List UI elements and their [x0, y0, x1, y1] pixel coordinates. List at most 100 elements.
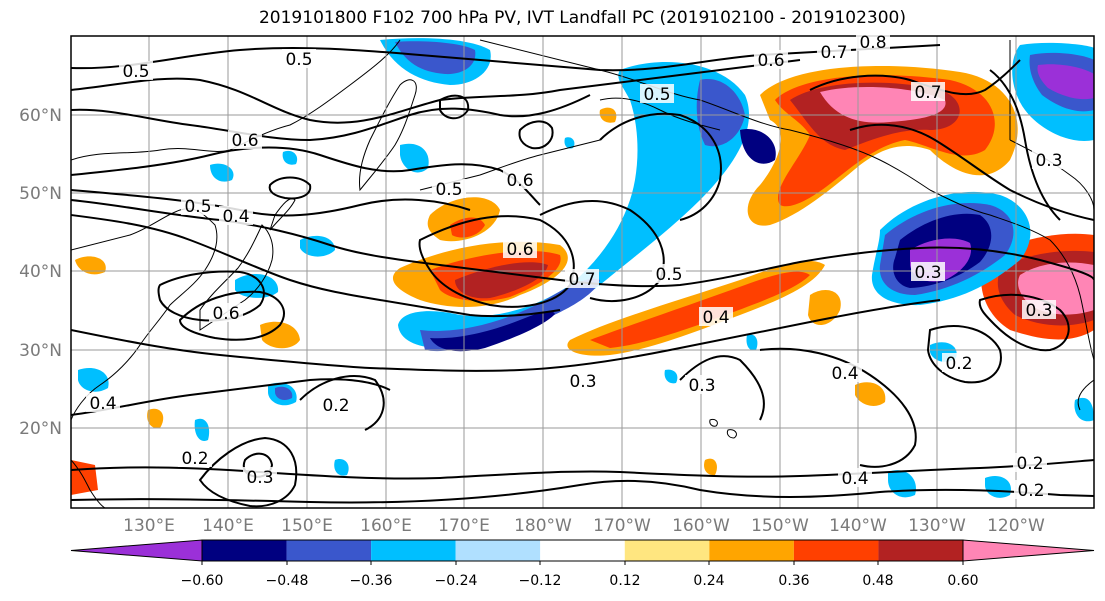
contour-label-bg: [911, 262, 945, 281]
contour-label-bg: [640, 84, 674, 103]
lon-label: 160°E: [360, 516, 412, 536]
contour-line: [599, 112, 722, 221]
contour-line: [71, 479, 1094, 504]
contour-label-bg: [319, 395, 353, 414]
anomaly-region: [985, 475, 1011, 498]
contour-label: 0.8: [859, 33, 886, 53]
contour-label: 0.7: [820, 43, 847, 63]
colorbar-max-extend: [962, 539, 1095, 562]
lat-label: 60°N: [19, 106, 62, 126]
contour-line: [989, 69, 1061, 221]
colorbar-tick-label: −0.60: [181, 573, 224, 589]
coastline-alaska: [479, 39, 931, 191]
colorbar-tick-label: 0.24: [693, 573, 724, 589]
contour-label: 0.3: [688, 376, 715, 396]
anomaly-region: [398, 62, 749, 348]
contour-line: [759, 347, 917, 468]
contour-label-bg: [1022, 300, 1056, 319]
colorbar-tick-labels: −0.60 −0.48 −0.36 −0.24 −0.12 0.12 0.24 0.36 0.4…: [181, 561, 979, 589]
contour-line: [518, 120, 554, 150]
contour-label: 0.5: [122, 62, 149, 82]
colorbar-tick-label: 0.60: [947, 573, 978, 589]
contour-label-bg: [503, 170, 537, 189]
anomaly-region: [746, 334, 758, 351]
contour-label-bg: [181, 196, 215, 215]
coastline-mexico: [1077, 379, 1094, 411]
contour-label-bg: [1014, 480, 1048, 499]
anomaly-region: [855, 382, 886, 406]
contour-line: [679, 355, 765, 421]
longitude-labels: 130°E 140°E 150°E 160°E 170°E 180°W 170°W 160°W…: [123, 516, 1045, 536]
contour-line: [178, 290, 285, 341]
contour-line: [849, 123, 1094, 221]
contour-line: [71, 299, 941, 372]
anomaly-region: [430, 311, 555, 352]
anomaly-region: [1037, 64, 1094, 100]
colorbar-tick-label: −0.12: [519, 573, 562, 589]
anomaly-region: [395, 41, 476, 75]
contour-line: [418, 215, 575, 308]
colorbar-segment: [202, 540, 287, 561]
contour-label-bg: [86, 393, 120, 412]
contour-label-bg: [228, 130, 262, 149]
contour-line: [299, 375, 385, 431]
lon-label: 180°W: [514, 516, 572, 536]
contour-label: 0.3: [569, 372, 596, 392]
contour-label: 0.3: [914, 263, 941, 283]
contour-label-bg: [942, 353, 976, 372]
contour-label-bg: [432, 179, 466, 198]
anomaly-region: [704, 458, 717, 476]
contour-label: 0.6: [757, 51, 784, 71]
colorbar-segment: [286, 540, 372, 561]
contour-label: 0.3: [246, 468, 273, 488]
colorbar-segment: [624, 540, 710, 561]
anomaly-region: [78, 368, 109, 392]
lon-label: 170°W: [593, 516, 651, 536]
contour-label: 0.7: [914, 83, 941, 103]
contour-label: 0.4: [89, 394, 116, 414]
colorbar-tick-label: −0.36: [350, 573, 393, 589]
lat-label: 20°N: [19, 419, 62, 439]
contour-line: [439, 94, 470, 120]
contour-label-bg: [754, 50, 788, 69]
contour-label: 0.4: [841, 469, 868, 489]
contour-label: 0.3: [1035, 151, 1062, 171]
lon-label: 170°E: [438, 516, 490, 536]
contour-label-bg: [1032, 150, 1066, 169]
contour-line: [71, 189, 471, 217]
anomaly-region: [334, 459, 349, 476]
lon-label: 140°W: [829, 516, 887, 536]
coastline-kamchatka: [359, 79, 417, 192]
contour-label: 0.5: [285, 50, 312, 70]
contour-line: [926, 325, 1002, 384]
anomaly-region: [450, 217, 485, 238]
colorbar-frame: [201, 539, 964, 562]
anomaly-region: [808, 290, 841, 326]
contour-label: 0.2: [322, 396, 349, 416]
colorbar-tick-label: −0.24: [435, 573, 478, 589]
anomaly-region: [1074, 397, 1094, 422]
lon-label: 140°E: [202, 516, 254, 536]
contour-label-bg: [828, 363, 862, 382]
contour-label: 0.6: [506, 171, 533, 191]
lon-label: 120°W: [987, 516, 1045, 536]
contour-label-bg: [566, 371, 600, 390]
contour-label-bg: [282, 49, 316, 68]
contour-line: [71, 214, 561, 318]
lat-label: 40°N: [19, 262, 62, 282]
lat-label: 30°N: [19, 341, 62, 361]
colorbar-segment: [793, 540, 879, 561]
contour-label: 0.5: [643, 85, 670, 105]
contour-label-bg: [652, 264, 686, 283]
contour-label: 0.6: [506, 240, 533, 260]
contour-label: 0.4: [702, 308, 729, 328]
colorbar-tick-label: 0.36: [778, 573, 809, 589]
coastline-japan: [199, 224, 274, 331]
gridlines: [71, 36, 1094, 508]
contour-label-bg: [838, 468, 872, 487]
contour-label-bg: [565, 269, 599, 288]
coastline-japan: [269, 198, 296, 231]
map-title: 2019101800 F102 700 hPa PV, IVT Landfall…: [258, 8, 906, 28]
contour-line: [71, 199, 1094, 288]
